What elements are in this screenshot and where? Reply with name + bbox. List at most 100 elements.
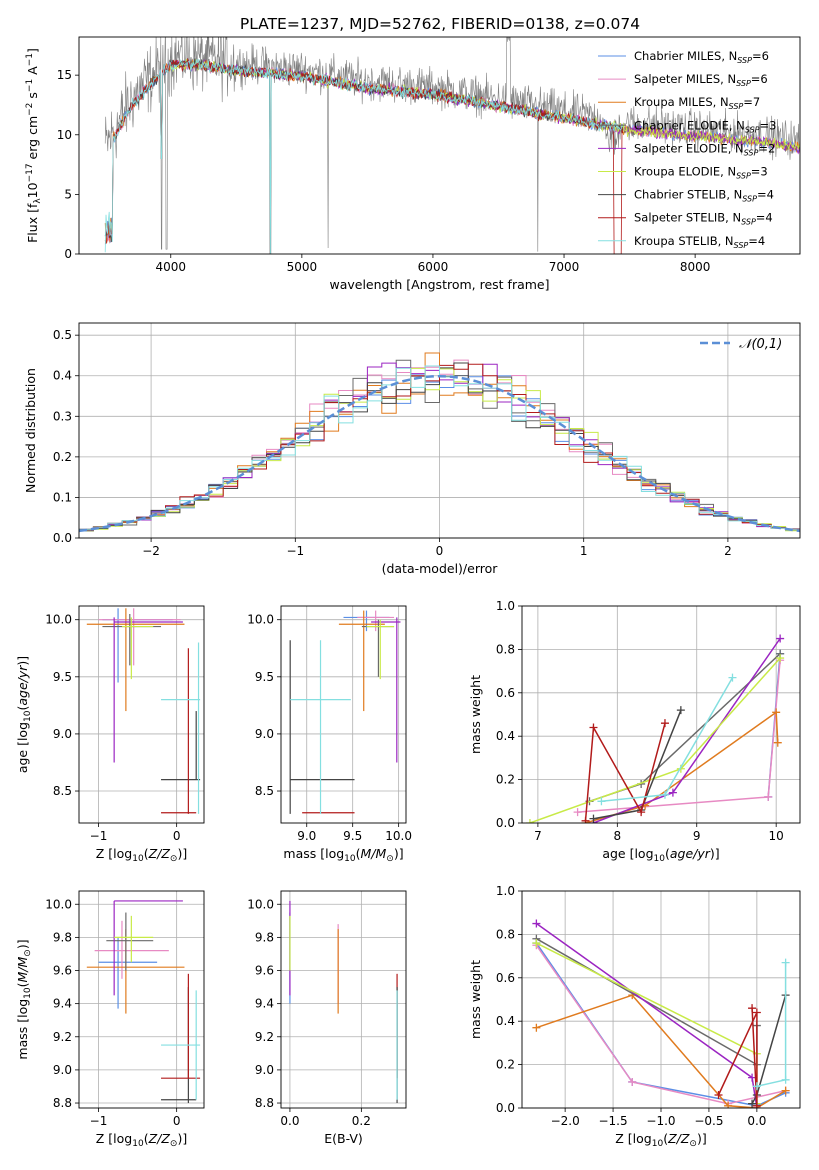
y-tick-label: 0.3	[53, 409, 72, 423]
x-tick-label: −1.5	[598, 1114, 627, 1128]
y-tick-label: 0.8	[496, 927, 515, 941]
errorbar-point-salp_elodie	[113, 617, 183, 763]
model-line-krou_stelib	[104, 58, 624, 254]
errorbar-point-chab_miles	[343, 610, 390, 632]
legend-label: Kroupa MILES, NSSP=7	[634, 95, 760, 111]
x-tick-label: 7	[534, 829, 542, 843]
axes-frame	[78, 605, 205, 824]
weight-marker	[532, 1023, 541, 1032]
y-axis-label: age [log10(age/yr)]	[15, 656, 33, 773]
x-tick-label: −2	[142, 544, 160, 558]
y-tick-label: 9.5	[255, 670, 274, 684]
weight-line-chab_elodie	[589, 653, 781, 803]
y-tick-label: 10	[57, 128, 72, 142]
x-tick-label: 8	[613, 829, 621, 843]
errorbar-point-salp_miles	[98, 608, 181, 666]
y-tick-label: 9.0	[53, 727, 72, 741]
weight-marker	[525, 819, 534, 823]
panel-weight_vs_age: 7 8 9 10 0.0 0.2 0.4 0.6 0.8 1.0 age [log10(age/yr…	[468, 599, 801, 864]
weight-marker	[781, 958, 790, 967]
errorbar-point-krou_stelib	[161, 642, 201, 814]
y-tick-label: 0.4	[496, 1014, 515, 1028]
y-tick-label: 9.5	[53, 670, 72, 684]
legend-label: Salpeter MILES, NSSP=6	[634, 72, 768, 88]
weight-marker	[776, 634, 785, 643]
y-tick-label: 0.2	[496, 1058, 515, 1072]
x-axis-label: (data-model)/error	[382, 561, 499, 576]
plot-area	[79, 352, 800, 534]
y-tick-label: 8.5	[53, 784, 72, 798]
weight-marker	[581, 816, 590, 823]
errorbar-point-salp_miles	[357, 610, 395, 632]
weight-marker	[781, 1086, 790, 1095]
panel-age_vs_mass: 9.0 9.5 10.0 8.5 9.0 9.5 10.0 mass [log10(M/M⊙)…	[247, 605, 412, 864]
errorbar-point-krou_miles	[86, 929, 185, 1014]
x-axis-label: Z [log10(Z/Z⊙)]	[96, 1131, 187, 1149]
y-tick-label: 9.8	[53, 930, 72, 944]
errorbar-point-chab_stelib	[161, 711, 201, 781]
errorbar-point-salp_stelib	[161, 648, 197, 814]
legend-label: Chabrier STELIB, NSSP=4	[634, 188, 774, 204]
weight-marker	[660, 790, 669, 799]
y-axis-label: mass weight	[468, 960, 483, 1039]
weight-marker	[764, 792, 773, 801]
normal-curve	[79, 374, 800, 533]
errorbar-point-salp_stelib	[161, 973, 201, 1079]
weight-marker	[748, 1004, 757, 1013]
weight-marker	[532, 939, 541, 948]
plot-area	[525, 634, 785, 823]
x-tick-label: −2.0	[551, 1114, 580, 1128]
y-tick-label: 8.8	[255, 1096, 274, 1110]
y-tick-label: 0.6	[496, 686, 515, 700]
y-tick-label: 9.0	[53, 1063, 72, 1077]
errorbar-point-krou_miles	[338, 610, 385, 712]
plot-area	[104, 37, 800, 254]
panel-age_vs_Z: −1 0 8.5 9.0 9.5 10.0 Z [log10(Z/Z⊙)] age [log1…	[15, 605, 205, 864]
x-tick-label: 4000	[155, 260, 186, 274]
x-tick-label: 9.5	[343, 829, 362, 843]
x-tick-label: 6000	[418, 260, 449, 274]
errorbar-point-krou_elodie	[121, 617, 154, 680]
x-tick-label: 7000	[549, 260, 580, 274]
y-tick-label: 0.2	[53, 450, 72, 464]
chart-title: PLATE=1237, MJD=52762, FIBERID=0138, z=0…	[240, 15, 640, 33]
y-tick-label: 0.4	[53, 369, 72, 383]
errorbar-point-chab_miles	[98, 937, 158, 1009]
axes-frame	[78, 36, 801, 255]
panel-spectrum: 4000 5000 6000 7000 8000 0 5 10 15 wavelength [An…	[25, 36, 801, 292]
weight-marker	[637, 808, 646, 817]
y-tick-label: 0.5	[53, 328, 72, 342]
y-axis-label: mass [log10(M/M⊙)]	[15, 939, 33, 1059]
errorbar-point-krou_stelib	[161, 990, 201, 1100]
y-tick-label: 0.0	[496, 816, 515, 830]
plot-area	[86, 608, 201, 814]
x-axis-label: Z [log10(Z/Z⊙)]	[96, 846, 187, 864]
weight-marker	[776, 654, 785, 663]
weight-marker	[668, 788, 677, 797]
weight-marker	[752, 1101, 761, 1108]
plot-area	[289, 900, 398, 1104]
y-axis-label: Flux [fλ10−17 erg cm−2 s−1 A−1]	[25, 48, 43, 243]
weight-marker	[597, 797, 606, 806]
errorbar-point-salp_elodie	[371, 617, 401, 763]
y-tick-label: 1.0	[496, 599, 515, 613]
y-tick-label: 9.0	[255, 1063, 274, 1077]
plot-area	[86, 900, 201, 1104]
x-tick-label: −1	[286, 544, 304, 558]
y-tick-label: 10.0	[45, 613, 72, 627]
y-tick-label: 9.8	[255, 930, 274, 944]
y-tick-label: 9.6	[53, 964, 72, 978]
weight-marker	[573, 808, 582, 817]
weight-line-salp_elodie	[593, 638, 781, 823]
x-tick-label: 0	[436, 544, 444, 558]
x-tick-label: 0	[173, 829, 181, 843]
panel-weight_vs_Z: −2.0 −1.5 −1.0 −0.5 0.0 0.0 0.2 0.4 0.6 0.8 1.0 Z […	[468, 884, 801, 1149]
histogram-krou_stelib	[79, 365, 800, 532]
y-axis-label: mass weight	[468, 675, 483, 754]
weight-marker	[781, 1075, 790, 1084]
errorbar-point-salp_elodie	[113, 900, 183, 996]
x-axis-label: wavelength [Angstrom, rest frame]	[329, 277, 549, 292]
weight-marker	[676, 706, 685, 715]
y-tick-label: 9.4	[255, 997, 274, 1011]
y-tick-label: 0.8	[496, 642, 515, 656]
